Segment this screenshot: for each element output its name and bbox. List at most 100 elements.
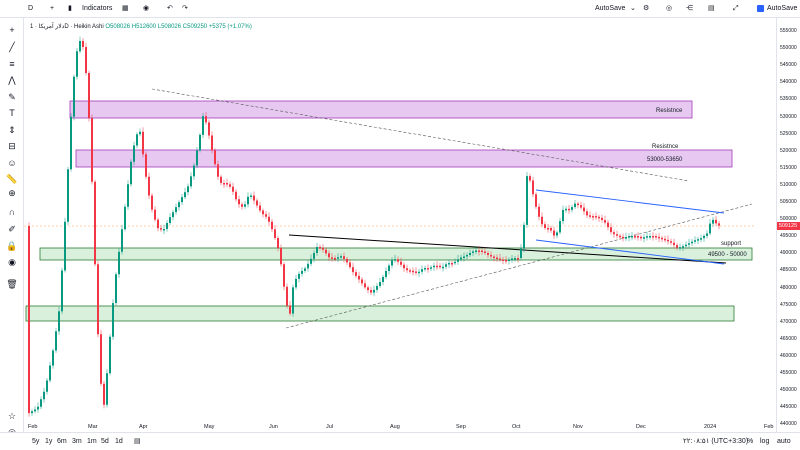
candle	[667, 239, 669, 242]
candle	[43, 391, 45, 400]
ruler-icon[interactable]: 📏	[6, 174, 18, 184]
candle	[190, 176, 192, 187]
pattern-icon[interactable]: ⋀	[8, 75, 16, 85]
clock-readout[interactable]: ۲۲:۰۸:۵۱ (UTC+3:30)	[683, 438, 749, 445]
percent-toggle[interactable]: %	[747, 438, 754, 445]
candle	[130, 161, 132, 185]
channel-upper-line[interactable]	[535, 189, 725, 214]
black-trendline[interactable]	[288, 234, 727, 264]
candle	[124, 206, 126, 230]
candle	[238, 199, 240, 205]
redo-icon[interactable]: ↷	[182, 5, 188, 12]
trendline-icon[interactable]: ╱	[9, 42, 15, 52]
brush-icon[interactable]: ✎	[8, 92, 16, 102]
resistance-zone-2[interactable]	[75, 149, 733, 168]
candle	[247, 196, 249, 205]
candle	[313, 253, 315, 259]
forecast-icon[interactable]: ⊟	[8, 141, 16, 151]
symbol-search-button[interactable]: D	[28, 5, 34, 12]
candle	[607, 222, 609, 228]
candle	[661, 237, 663, 240]
chevron-down-icon[interactable]: ⌄	[630, 5, 636, 12]
channel-lower-line[interactable]	[535, 239, 725, 265]
autosave-checkbox[interactable]	[757, 3, 764, 15]
indicators-button[interactable]: Indicators	[82, 5, 113, 12]
range-1d[interactable]: 1d	[115, 438, 123, 445]
candle	[568, 208, 570, 211]
chart-area[interactable]: Resistnce Resistnce 53000-53650 support …	[24, 18, 776, 432]
layout-icon[interactable]: ▦	[122, 5, 129, 12]
undo-icon[interactable]: ↶	[167, 5, 173, 12]
candle	[448, 263, 450, 265]
ascending-dashed-trendline[interactable]	[285, 203, 753, 329]
favorites-icon[interactable]: ☆	[7, 411, 17, 421]
log-toggle[interactable]: log	[760, 438, 770, 445]
candle	[403, 264, 405, 269]
candle	[100, 334, 102, 384]
range-5y[interactable]: 5y	[32, 438, 40, 445]
candle	[577, 203, 579, 206]
drawing-toolbar: + ╱ ≡ ⋀ ✎ T ⇕ ⊟ ☺ 📏 ⊕ ∩ ✐ 🔒 ◉ 🗑 ☆ ◎	[0, 18, 24, 437]
range-1m[interactable]: 1m	[87, 438, 97, 445]
range-1y[interactable]: 1y	[45, 438, 53, 445]
range-3m[interactable]: 3m	[72, 438, 82, 445]
text-icon[interactable]: T	[9, 108, 15, 118]
candle	[442, 266, 444, 269]
zoom-icon[interactable]: ⊕	[8, 188, 16, 198]
share-icon[interactable]: ⋲	[686, 5, 693, 12]
calendar-icon[interactable]: ▤	[708, 5, 715, 12]
candle	[460, 257, 462, 260]
candle	[82, 41, 84, 47]
candle	[205, 116, 207, 123]
candle	[178, 202, 180, 208]
lock-drawings-icon[interactable]: ✐	[8, 224, 16, 234]
autosave-button[interactable]: AutoSave	[595, 5, 626, 12]
hide-drawings-icon[interactable]: ◉	[8, 257, 16, 267]
bar-style-icon[interactable]: ▮	[68, 5, 72, 12]
descending-dashed-trendline[interactable]	[151, 88, 690, 182]
measure-icon[interactable]: ⇕	[8, 125, 16, 135]
candle	[376, 286, 378, 290]
candle	[532, 180, 534, 195]
candle	[406, 268, 408, 271]
candle	[715, 219, 717, 224]
settings-icon[interactable]: ⚙	[643, 5, 650, 12]
trash-icon[interactable]: 🗑	[6, 279, 18, 289]
price-axis-strip[interactable]: 555000 550000 545000 540000 535000 530000 5250…	[776, 18, 800, 432]
price-tick-label: 470000	[780, 318, 797, 325]
candle	[199, 134, 201, 151]
range-6m[interactable]: 6m	[57, 438, 67, 445]
candle	[343, 256, 345, 259]
range-5d[interactable]: 5d	[101, 438, 109, 445]
fullscreen-icon[interactable]: ⤢	[733, 5, 739, 12]
price-tick-label: 440000	[780, 421, 797, 428]
date-range-icon[interactable]: ▤	[134, 438, 141, 445]
crosshair-icon[interactable]: +	[9, 25, 15, 35]
candle	[694, 240, 696, 242]
candle	[418, 271, 420, 274]
price-tick-label: 530000	[780, 113, 797, 120]
lock-icon[interactable]: 🔒	[6, 241, 18, 251]
resistance-zone-1[interactable]	[69, 100, 693, 119]
candle	[250, 195, 252, 197]
candle	[289, 305, 291, 314]
time-tick-label: May	[204, 424, 215, 430]
add-symbol-icon[interactable]: +	[50, 5, 55, 12]
candle	[454, 261, 456, 264]
symbol-legend[interactable]: دلار آمریکا · 1D · Heikin Ashi	[30, 24, 104, 30]
eye-icon[interactable]: ◉	[143, 5, 150, 12]
emoji-icon[interactable]: ☺	[7, 158, 17, 168]
candle	[640, 236, 642, 239]
magnet-icon[interactable]: ∩	[8, 207, 16, 217]
fib-icon[interactable]: ≡	[9, 59, 15, 69]
snapshot-icon[interactable]: ◎	[666, 5, 673, 12]
candle	[106, 373, 108, 405]
support-zone-2[interactable]	[25, 305, 735, 322]
auto-toggle[interactable]: auto	[777, 438, 791, 445]
time-tick-label: Mar	[88, 424, 98, 430]
candle	[271, 221, 273, 230]
candle	[349, 262, 351, 268]
time-axis[interactable]: Feb Mar Apr May Jun Jul Aug Sep Oct Nov Dec 2024 Feb	[28, 424, 773, 430]
candle	[136, 134, 138, 146]
candle	[472, 251, 474, 253]
